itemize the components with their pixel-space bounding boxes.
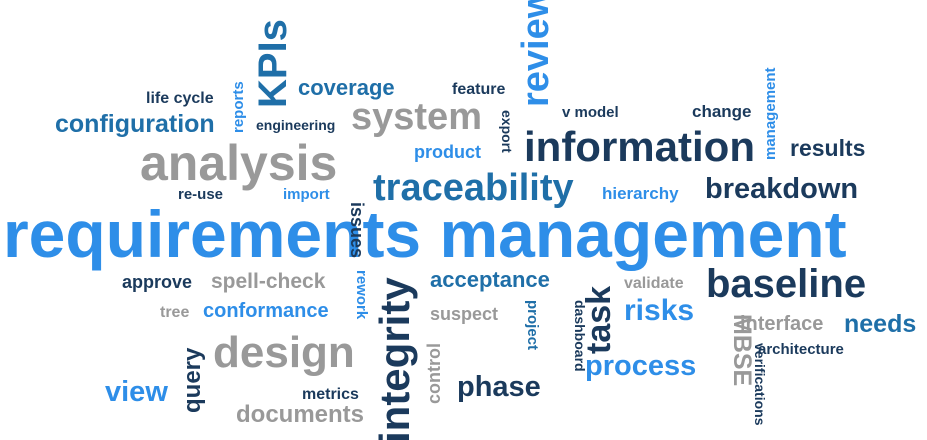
- word-integrity: integrity: [371, 277, 418, 440]
- word-query: query: [179, 347, 206, 413]
- word-conformance: conformance: [203, 300, 329, 322]
- word-configuration: configuration: [55, 110, 215, 138]
- word-architecture: architecture: [758, 341, 844, 358]
- word-documents: documents: [236, 401, 365, 428]
- word-interface: interface: [740, 313, 824, 335]
- word-acceptance: acceptance: [430, 267, 550, 292]
- word-rework: rework: [353, 270, 370, 320]
- word-control: control: [424, 343, 444, 404]
- word-management: management: [762, 67, 779, 160]
- word-reports: reports: [230, 81, 247, 133]
- word-needs: needs: [844, 310, 917, 338]
- word-hierarchy: hierarchy: [602, 184, 679, 203]
- word-feature: feature: [452, 81, 506, 98]
- word-results: results: [790, 135, 866, 161]
- word-review: review: [515, 0, 557, 107]
- word-export: export: [499, 110, 515, 153]
- word-verifications: verifications: [752, 343, 768, 426]
- word-change: change: [692, 102, 752, 121]
- word-design: design: [213, 328, 355, 377]
- word-traceability: traceability: [373, 167, 574, 209]
- word-life-cycle: life cycle: [146, 90, 214, 107]
- word-process: process: [585, 350, 697, 382]
- word-kpis: KPIs: [251, 19, 295, 108]
- word-metrics: metrics: [302, 386, 359, 403]
- word-validate: validate: [624, 275, 684, 292]
- word-analysis: analysis: [140, 135, 338, 191]
- word-import: import: [283, 186, 330, 203]
- word-issues: issues: [347, 202, 367, 259]
- word-v-model: v model: [562, 104, 619, 121]
- word-engineering: engineering: [256, 117, 336, 133]
- word-spell-check: spell-check: [211, 270, 326, 293]
- word-coverage: coverage: [298, 75, 395, 100]
- word-view: view: [105, 376, 168, 408]
- word-phase: phase: [457, 371, 541, 403]
- word-approve: approve: [122, 272, 193, 292]
- word-requirements-management: requirements management: [3, 197, 847, 271]
- word-project: project: [524, 300, 541, 351]
- word-baseline: baseline: [706, 262, 867, 306]
- word-task: task: [580, 285, 618, 354]
- word-breakdown: breakdown: [705, 173, 859, 205]
- word-re-use: re-use: [178, 186, 224, 203]
- word-system: system: [351, 96, 482, 138]
- word-risks: risks: [624, 294, 695, 327]
- word-suspect: suspect: [430, 304, 499, 324]
- word-information: information: [524, 123, 755, 170]
- word-product: product: [414, 142, 481, 162]
- word-tree: tree: [160, 304, 190, 321]
